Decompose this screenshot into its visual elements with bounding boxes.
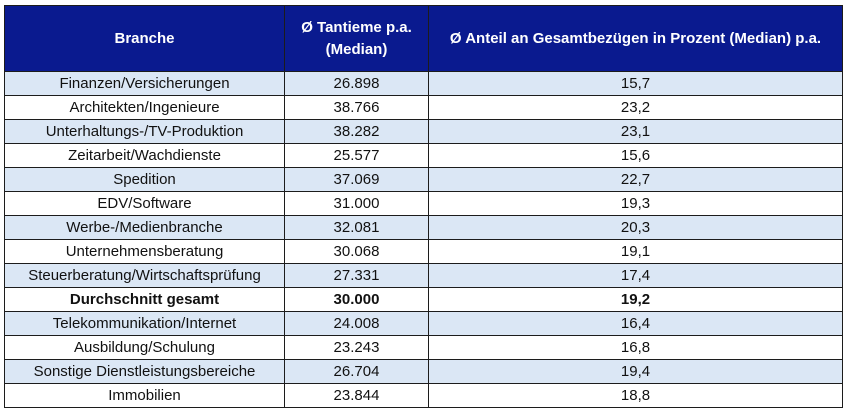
column-header-tantieme: Ø Tantieme p.a. (Median) <box>284 5 429 72</box>
cell-tantieme: 32.081 <box>284 215 429 240</box>
cell-tantieme: 26.704 <box>284 359 429 384</box>
table-row: Immobilien 23.844 18,8 <box>4 383 843 408</box>
cell-tantieme: 25.577 <box>284 143 429 168</box>
cell-tantieme: 26.898 <box>284 71 429 96</box>
table-row: Werbe-/Medienbranche 32.081 20,3 <box>4 215 843 240</box>
table-row: Telekommunikation/Internet 24.008 16,4 <box>4 311 843 336</box>
cell-tantieme: 30.000 <box>284 287 429 312</box>
table-row: Architekten/Ingenieure 38.766 23,2 <box>4 95 843 120</box>
column-header-branche: Branche <box>4 5 285 72</box>
cell-anteil: 19,3 <box>428 191 843 216</box>
cell-anteil: 19,1 <box>428 239 843 264</box>
cell-anteil: 23,2 <box>428 95 843 120</box>
cell-branche: Unterhaltungs-/TV-Produktion <box>4 119 285 144</box>
cell-branche: Architekten/Ingenieure <box>4 95 285 120</box>
cell-anteil: 16,4 <box>428 311 843 336</box>
column-header-anteil: Ø Anteil an Gesamtbezügen in Prozent (Me… <box>428 5 843 72</box>
cell-anteil: 18,8 <box>428 383 843 408</box>
cell-anteil: 22,7 <box>428 167 843 192</box>
cell-tantieme: 38.766 <box>284 95 429 120</box>
cell-anteil: 15,6 <box>428 143 843 168</box>
cell-branche: Spedition <box>4 167 285 192</box>
cell-branche: Durchschnitt gesamt <box>4 287 285 312</box>
cell-tantieme: 24.008 <box>284 311 429 336</box>
cell-branche: Telekommunikation/Internet <box>4 311 285 336</box>
cell-tantieme: 31.000 <box>284 191 429 216</box>
table-body: Finanzen/Versicherungen 26.898 15,7 Archite… <box>4 71 843 408</box>
cell-branche: Werbe-/Medienbranche <box>4 215 285 240</box>
table-header: Branche Ø Tantieme p.a. (Median) Ø Antei… <box>4 5 843 72</box>
cell-anteil: 20,3 <box>428 215 843 240</box>
cell-tantieme: 27.331 <box>284 263 429 288</box>
cell-tantieme: 37.069 <box>284 167 429 192</box>
table-row: Finanzen/Versicherungen 26.898 15,7 <box>4 71 843 96</box>
cell-branche: Sonstige Dienstleistungsbereiche <box>4 359 285 384</box>
cell-anteil: 15,7 <box>428 71 843 96</box>
cell-branche: Unternehmensberatung <box>4 239 285 264</box>
cell-anteil: 19,2 <box>428 287 843 312</box>
cell-branche: EDV/Software <box>4 191 285 216</box>
data-table: Branche Ø Tantieme p.a. (Median) Ø Antei… <box>4 5 843 408</box>
cell-anteil: 19,4 <box>428 359 843 384</box>
table-row-total: Durchschnitt gesamt 30.000 19,2 <box>4 287 843 312</box>
cell-tantieme: 30.068 <box>284 239 429 264</box>
table-row: Spedition 37.069 22,7 <box>4 167 843 192</box>
cell-anteil: 23,1 <box>428 119 843 144</box>
cell-anteil: 16,8 <box>428 335 843 360</box>
table-row: Zeitarbeit/Wachdienste 25.577 15,6 <box>4 143 843 168</box>
cell-tantieme: 23.844 <box>284 383 429 408</box>
table-row: EDV/Software 31.000 19,3 <box>4 191 843 216</box>
table-row: Steuerberatung/Wirtschaftsprüfung 27.331 1… <box>4 263 843 288</box>
cell-tantieme: 23.243 <box>284 335 429 360</box>
cell-branche: Zeitarbeit/Wachdienste <box>4 143 285 168</box>
table-row: Ausbildung/Schulung 23.243 16,8 <box>4 335 843 360</box>
cell-branche: Immobilien <box>4 383 285 408</box>
cell-tantieme: 38.282 <box>284 119 429 144</box>
header-row: Branche Ø Tantieme p.a. (Median) Ø Antei… <box>4 5 843 72</box>
cell-branche: Steuerberatung/Wirtschaftsprüfung <box>4 263 285 288</box>
table-row: Sonstige Dienstleistungsbereiche 26.704 19… <box>4 359 843 384</box>
cell-branche: Ausbildung/Schulung <box>4 335 285 360</box>
table-row: Unterhaltungs-/TV-Produktion 38.282 23,1 <box>4 119 843 144</box>
cell-anteil: 17,4 <box>428 263 843 288</box>
table-row: Unternehmensberatung 30.068 19,1 <box>4 239 843 264</box>
cell-branche: Finanzen/Versicherungen <box>4 71 285 96</box>
